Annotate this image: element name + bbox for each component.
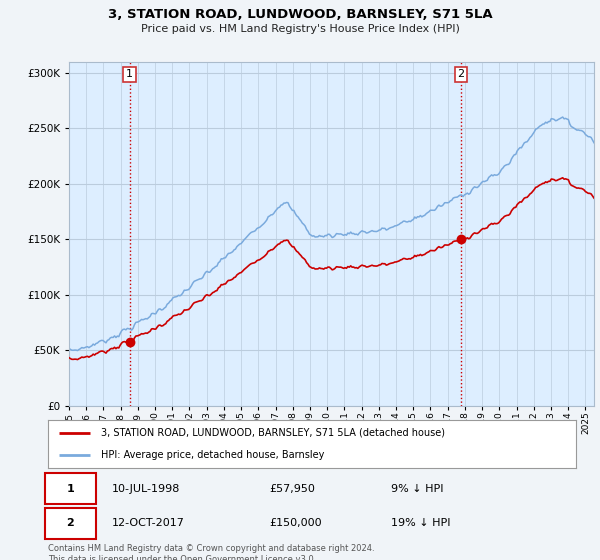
Text: £57,950: £57,950 (270, 484, 316, 493)
Text: 3, STATION ROAD, LUNDWOOD, BARNSLEY, S71 5LA (detached house): 3, STATION ROAD, LUNDWOOD, BARNSLEY, S71… (101, 428, 445, 438)
Text: 1: 1 (67, 484, 74, 493)
Text: £150,000: £150,000 (270, 519, 322, 528)
Text: Price paid vs. HM Land Registry's House Price Index (HPI): Price paid vs. HM Land Registry's House … (140, 24, 460, 34)
Text: 12-OCT-2017: 12-OCT-2017 (112, 519, 184, 528)
Text: 3, STATION ROAD, LUNDWOOD, BARNSLEY, S71 5LA: 3, STATION ROAD, LUNDWOOD, BARNSLEY, S71… (107, 8, 493, 21)
Point (457, 235, 466, 244)
Text: 10-JUL-1998: 10-JUL-1998 (112, 484, 180, 493)
FancyBboxPatch shape (46, 508, 95, 539)
Text: 2: 2 (67, 519, 74, 528)
Text: 9% ↓ HPI: 9% ↓ HPI (391, 484, 444, 493)
Text: Contains HM Land Registry data © Crown copyright and database right 2024.
This d: Contains HM Land Registry data © Crown c… (48, 544, 374, 560)
Point (125, 337, 134, 346)
Text: HPI: Average price, detached house, Barnsley: HPI: Average price, detached house, Barn… (101, 450, 324, 460)
Text: 19% ↓ HPI: 19% ↓ HPI (391, 519, 451, 528)
Text: 1: 1 (126, 69, 133, 80)
FancyBboxPatch shape (46, 473, 95, 504)
Text: 2: 2 (458, 69, 464, 80)
